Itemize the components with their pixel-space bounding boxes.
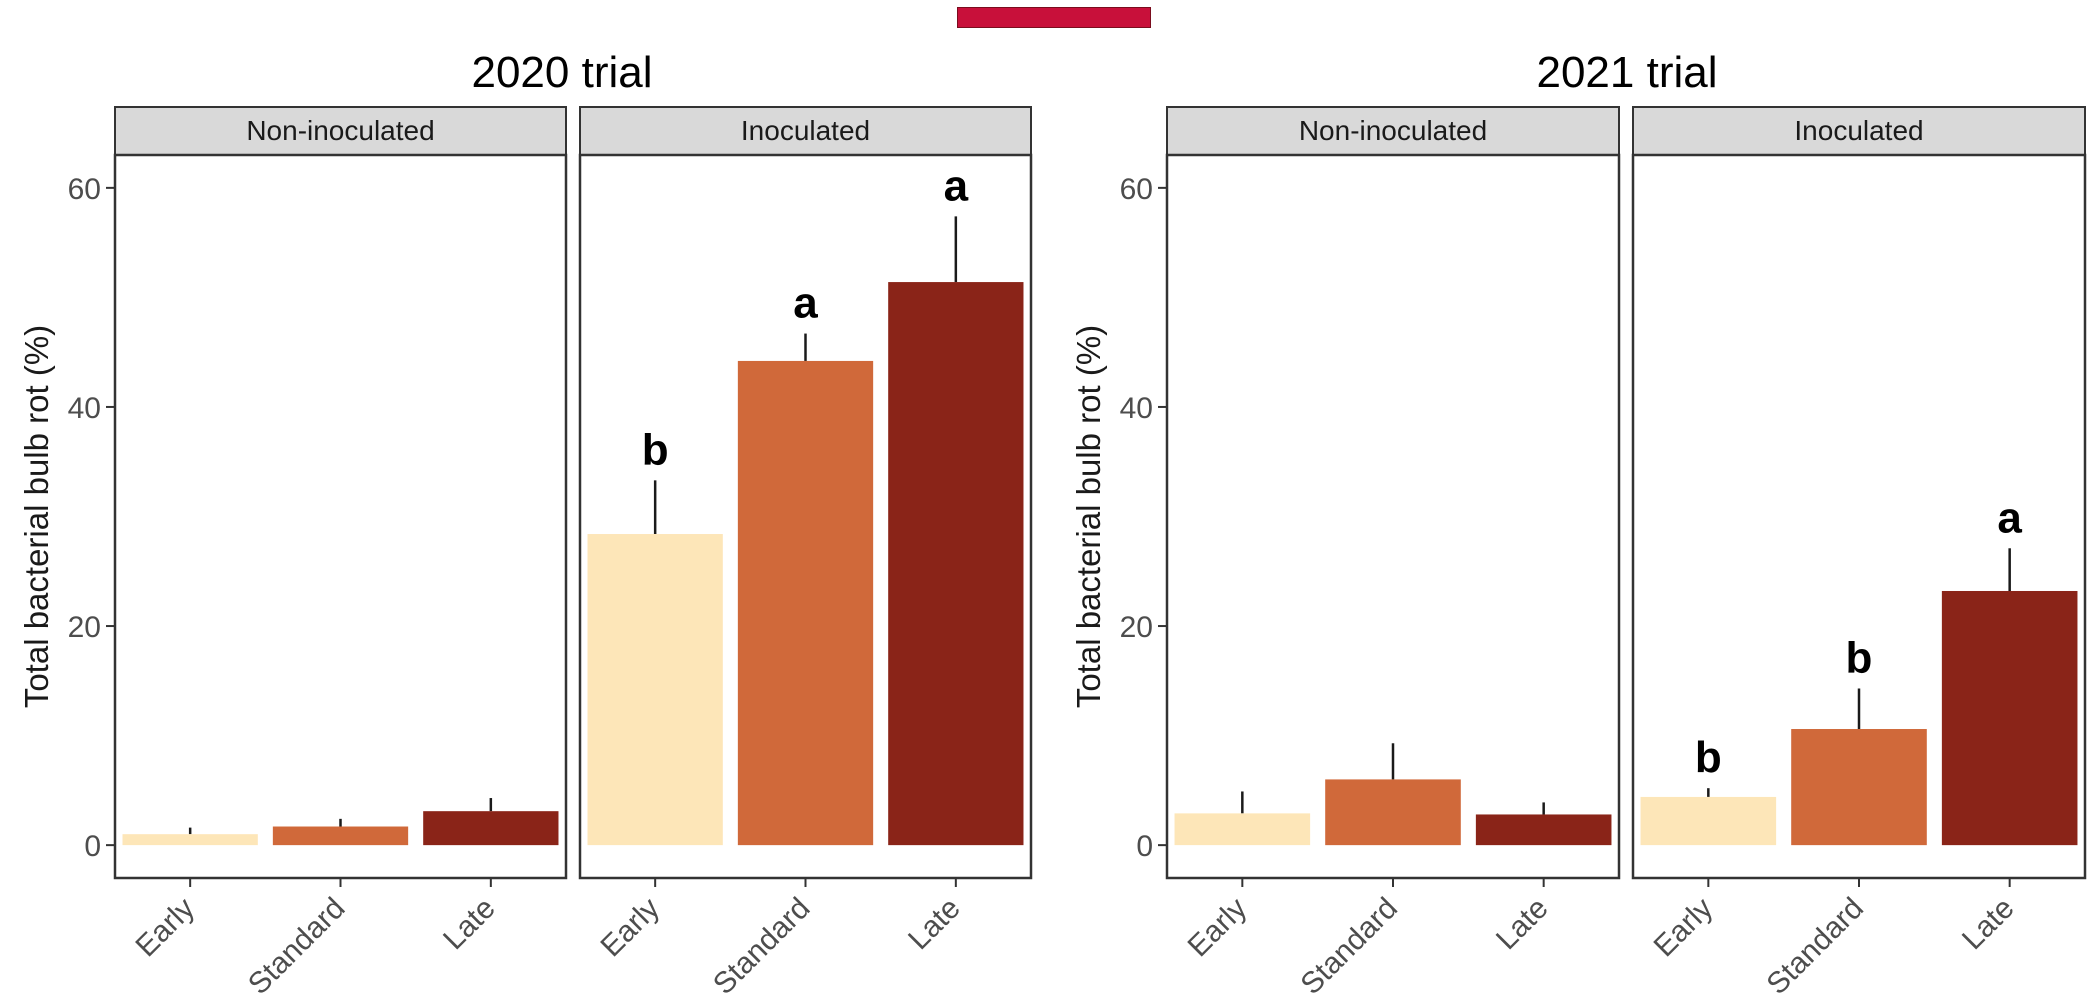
y-tick-label: 20 — [1120, 611, 1153, 644]
facet-strip — [1166, 106, 1620, 156]
x-tick-label: Early — [1648, 892, 1720, 964]
chart-2: 2021 trial Total bacterial bulb rot (%) 0 2… — [1070, 48, 2087, 996]
y-tick-label: 0 — [84, 830, 101, 863]
significance-letter: b — [1846, 633, 1873, 682]
x-tick-label: Early — [594, 892, 666, 964]
chart-title: 2020 trial — [471, 48, 652, 97]
y-tick-label: 40 — [1120, 392, 1153, 425]
y-tick-label: 40 — [68, 392, 101, 425]
bar-late — [1941, 590, 2078, 846]
x-tick-label: Late — [1490, 892, 1555, 957]
bar-standard — [737, 360, 874, 846]
bar-early — [587, 534, 723, 846]
significance-letter: b — [642, 425, 669, 474]
bar-early — [1174, 813, 1311, 846]
y-tick-label: 60 — [1120, 173, 1153, 206]
y-tick-label: 60 — [68, 173, 101, 206]
x-tick-label: Standard — [707, 892, 816, 996]
facet-panel-1: Non-inoculated Early Standard Late — [1165, 106, 1621, 996]
y-axis-label: Total bacterial bulb rot (%) — [18, 325, 55, 708]
bar-standard — [1791, 729, 1927, 846]
significance-letter: a — [1997, 493, 2022, 542]
x-tick-label: Late — [902, 892, 967, 957]
legend-swatch — [957, 7, 1151, 28]
significance-letter: a — [793, 279, 818, 328]
x-tick-label: Standard — [1295, 892, 1404, 996]
y-axis-label: Total bacterial bulb rot (%) — [1070, 325, 1107, 708]
bar-late — [423, 811, 559, 846]
bar-early — [122, 834, 258, 846]
y-tick-label: 20 — [68, 611, 101, 644]
y-tick-label: 0 — [1136, 830, 1153, 863]
bar-late — [888, 282, 1024, 846]
facet-strip-label: Inoculated — [1794, 115, 1923, 146]
facet-strip-label: Inoculated — [741, 115, 870, 146]
x-tick-label: Standard — [242, 892, 351, 996]
facet-panel-1: Non-inoculated Early Standard Late — [113, 106, 568, 996]
bar-early — [1640, 796, 1777, 846]
x-tick-label: Late — [437, 892, 502, 957]
bar-late — [1475, 814, 1612, 846]
bar-standard — [1325, 779, 1461, 846]
significance-letter: b — [1695, 733, 1722, 782]
chart-1: 2020 trial Total bacterial bulb rot (%) 0 2… — [18, 48, 1033, 996]
facet-strip-label: Non-inoculated — [1299, 115, 1487, 146]
x-tick-label: Early — [1182, 892, 1254, 964]
panel-border — [113, 153, 568, 880]
facet-strip — [1632, 106, 2086, 156]
x-tick-label: Early — [129, 892, 201, 964]
significance-letter: a — [944, 161, 969, 210]
facet-panel-2: Inoculated b Early a Standard a Late — [578, 106, 1033, 996]
facet-strip-label: Non-inoculated — [246, 115, 434, 146]
x-tick-label: Standard — [1761, 892, 1870, 996]
bar-standard — [272, 826, 409, 846]
chart-title: 2021 trial — [1536, 48, 1717, 97]
facet-panel-2: Inoculated b Early b Standard a Late — [1631, 106, 2087, 996]
x-tick-label: Late — [1956, 892, 2021, 957]
